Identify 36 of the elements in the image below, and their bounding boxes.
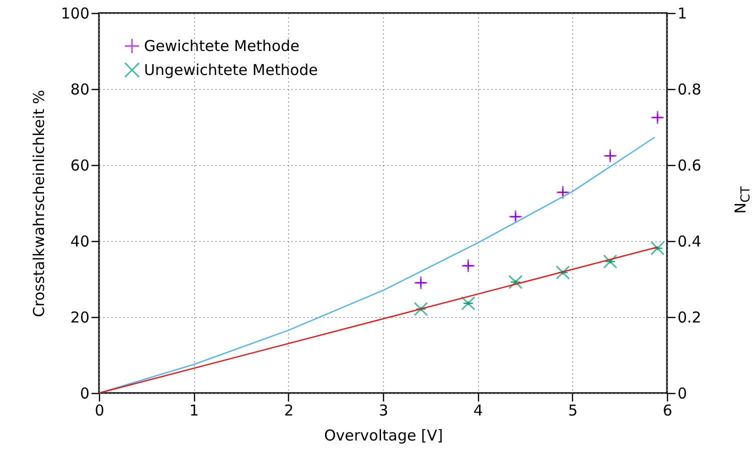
y2-tick-label: 1: [678, 4, 688, 22]
y2-tick-label: 0.2: [678, 308, 702, 326]
point: [603, 254, 618, 269]
y2-tick-label: 0.4: [678, 232, 702, 250]
point: [461, 258, 476, 273]
point: [508, 274, 523, 290]
x-tick-label: 0: [94, 402, 104, 420]
point: [414, 276, 428, 290]
x-tick-label: 5: [568, 402, 578, 420]
point: [556, 185, 570, 200]
x-tick-label: 6: [662, 402, 672, 420]
y2-tick-label: 0.6: [678, 156, 702, 174]
y-tick-label: 100: [60, 4, 90, 22]
x-axis-title: Overvoltage [V]: [324, 426, 443, 444]
point: [461, 296, 476, 310]
y-tick-label: 20: [70, 308, 90, 326]
x-tick-label: 4: [473, 402, 483, 420]
point: [650, 241, 665, 256]
point: [508, 210, 523, 224]
y-tick-label: 0: [80, 384, 90, 402]
point: [556, 265, 570, 280]
y-tick-label: 80: [70, 80, 90, 98]
point: [650, 110, 665, 125]
y-tick-label: 60: [70, 156, 90, 174]
y-tick-label: 40: [70, 232, 90, 250]
line-series: [99, 136, 656, 393]
x-tick-label: 2: [284, 402, 294, 420]
legend-label: Ungewichtete Methode: [144, 61, 318, 79]
x-tick-label: 1: [189, 402, 199, 420]
point: [414, 302, 428, 316]
point: [603, 148, 618, 163]
y2-tick-label: 0.8: [678, 80, 702, 98]
x-tick-label: 3: [378, 402, 388, 420]
y-axis-title: Crosstalkwahrscheinlichkeit %: [30, 90, 48, 318]
legend-label: Gewichtete Methode: [144, 37, 300, 55]
y2-tick-label: 0: [678, 384, 688, 402]
